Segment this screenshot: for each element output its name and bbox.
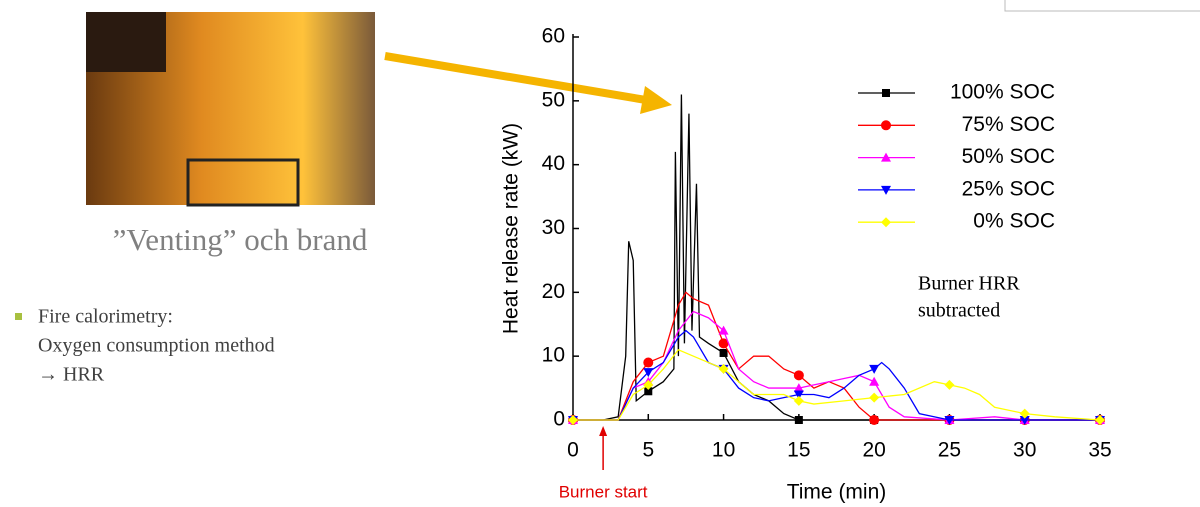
pointer-arrow bbox=[384, 52, 653, 105]
y-tick-label: 60 bbox=[542, 25, 565, 48]
burner-start-arrowhead bbox=[599, 426, 608, 436]
x-axis-label: Time (min) bbox=[787, 481, 887, 504]
marker bbox=[1019, 416, 1030, 425]
y-tick-label: 30 bbox=[542, 216, 565, 239]
bullet-line: Oxygen consumption method bbox=[38, 335, 275, 357]
series-line bbox=[573, 348, 1101, 421]
burner-start-label: Burner start bbox=[559, 482, 648, 501]
photo-rack bbox=[186, 158, 300, 207]
chart: 0 10 20 30 40 50 60 0 5 10 15 20 25 30 35 Time (min) Hea… bbox=[500, 25, 1112, 504]
marker bbox=[869, 415, 880, 425]
photo-burner bbox=[86, 12, 166, 72]
marker bbox=[793, 383, 804, 393]
pointer-arrowhead bbox=[640, 86, 672, 114]
marker bbox=[1095, 415, 1105, 425]
x-tick-label: 30 bbox=[1013, 439, 1036, 462]
x-tick-label: 0 bbox=[567, 439, 579, 462]
y-tick-label: 50 bbox=[542, 88, 565, 111]
marker bbox=[869, 376, 880, 386]
legend-label: 75% SOC bbox=[962, 113, 1055, 136]
y-tick-label: 40 bbox=[542, 152, 565, 175]
x-tick-label: 20 bbox=[862, 439, 885, 462]
legend-label: 25% SOC bbox=[962, 177, 1055, 200]
marker bbox=[793, 390, 804, 400]
marker bbox=[718, 338, 729, 349]
marker bbox=[793, 370, 804, 381]
marker bbox=[881, 152, 891, 162]
marker bbox=[794, 416, 803, 424]
bullet-line: → HRR bbox=[38, 364, 105, 386]
marker bbox=[643, 368, 654, 378]
x-tick-label: 35 bbox=[1088, 439, 1111, 462]
y-axis-label: Heat release rate (kW) bbox=[500, 123, 523, 334]
x-tick-label: 5 bbox=[642, 439, 654, 462]
corner-box bbox=[1004, 0, 1200, 12]
marker bbox=[1019, 408, 1030, 419]
marker bbox=[869, 364, 880, 374]
marker bbox=[881, 185, 891, 195]
marker bbox=[881, 217, 891, 228]
series-line bbox=[573, 94, 1100, 421]
series-line bbox=[573, 291, 1100, 421]
y-tick-label: 0 bbox=[553, 408, 565, 431]
marker bbox=[644, 387, 653, 396]
annotation: Burner HRR bbox=[918, 273, 1020, 295]
marker bbox=[718, 363, 729, 374]
marker bbox=[944, 416, 955, 425]
annotation: subtracted bbox=[918, 300, 1000, 322]
bullet-line: Fire calorimetry: bbox=[38, 306, 173, 328]
caption: ”Venting” och brand bbox=[113, 222, 368, 257]
y-tick-label: 10 bbox=[542, 344, 565, 367]
marker bbox=[643, 357, 654, 368]
marker bbox=[881, 120, 891, 131]
marker bbox=[793, 395, 804, 406]
series-line bbox=[573, 329, 1100, 421]
x-tick-label: 15 bbox=[787, 439, 810, 462]
marker bbox=[882, 89, 890, 97]
legend-label: 0% SOC bbox=[973, 210, 1055, 233]
marker bbox=[719, 348, 728, 357]
bullet-square bbox=[15, 313, 22, 320]
marker bbox=[869, 392, 880, 403]
marker bbox=[568, 415, 578, 425]
marker bbox=[718, 325, 729, 335]
y-tick-label: 20 bbox=[542, 280, 565, 303]
marker bbox=[944, 379, 955, 390]
x-tick-label: 25 bbox=[938, 439, 961, 462]
x-tick-label: 10 bbox=[712, 439, 735, 462]
legend-label: 100% SOC bbox=[950, 81, 1055, 104]
marker bbox=[643, 379, 654, 390]
legend-label: 50% SOC bbox=[962, 145, 1055, 168]
